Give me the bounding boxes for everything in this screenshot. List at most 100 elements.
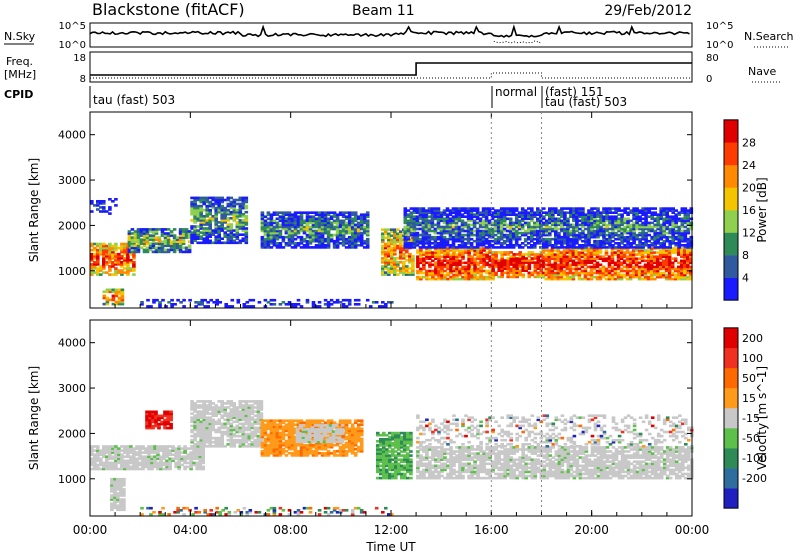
range-gate-cell xyxy=(252,305,256,308)
range-gate-cell xyxy=(434,228,438,231)
range-gate-cell xyxy=(405,265,409,268)
range-gate-cell xyxy=(218,301,222,304)
range-gate-cell xyxy=(357,303,361,306)
range-gate-cell xyxy=(437,207,441,210)
range-gate-cell xyxy=(122,488,126,491)
range-gate-cell xyxy=(192,462,196,465)
range-gate-cell xyxy=(285,211,289,214)
beam-label: Beam 11 xyxy=(352,3,415,19)
range-gate-cell xyxy=(554,272,558,275)
range-gate-cell xyxy=(674,242,678,245)
noise-tick-right-top: 10^5 xyxy=(706,21,733,32)
nsky-label: N.Sky xyxy=(4,30,36,43)
range-gate-cell xyxy=(464,242,468,245)
range-gate-cell xyxy=(306,299,310,302)
range-gate-cell xyxy=(315,305,319,308)
range-gate-cell xyxy=(345,238,349,241)
range-gate-cell xyxy=(114,243,118,246)
range-gate-cell xyxy=(193,443,197,446)
range-gate-cell xyxy=(169,423,173,426)
range-gate-cell xyxy=(434,236,438,239)
range-gate-cell xyxy=(193,225,197,228)
cpid-segment-label: normal xyxy=(495,85,537,99)
range-gate-cell xyxy=(494,251,498,254)
range-gate-cell xyxy=(494,246,498,249)
range-gate-cell xyxy=(345,299,349,302)
range-gate-cell xyxy=(182,305,186,308)
range-gate-cell xyxy=(434,224,438,227)
range-gate-cell xyxy=(224,303,228,306)
range-gate-cell xyxy=(644,232,648,235)
range-gate-cell xyxy=(164,228,168,231)
range-gate-cell xyxy=(524,244,528,247)
colorbar-swatch xyxy=(724,120,738,143)
range-gate-cell xyxy=(494,234,498,237)
range-gate-cell xyxy=(103,295,107,298)
y-tick-label: 3000 xyxy=(58,174,86,187)
range-gate-cell xyxy=(348,299,352,302)
freq-line xyxy=(90,63,692,75)
range-gate-cell xyxy=(476,207,480,210)
range-gate-cell xyxy=(162,445,166,448)
range-gate-cell xyxy=(369,305,373,308)
range-gate-cell xyxy=(114,198,118,201)
range-gate-cell xyxy=(90,200,94,203)
range-gate-cell xyxy=(105,261,109,264)
range-gate-cell xyxy=(223,227,227,230)
range-gate-cell xyxy=(114,204,118,207)
power-colorbar-label: Power [dB] xyxy=(755,177,769,242)
range-gate-cell xyxy=(509,218,513,221)
range-gate-cell xyxy=(690,236,694,239)
range-gate-cell xyxy=(223,207,227,210)
colorbar-swatch xyxy=(724,233,738,256)
range-gate-cell xyxy=(464,262,468,265)
range-gate-cell xyxy=(584,228,588,231)
range-gate-cell xyxy=(315,218,319,221)
colorbar-tick-label: 24 xyxy=(742,159,756,172)
colorbar-tick-label: 4 xyxy=(742,272,749,285)
range-gate-cell xyxy=(494,272,498,275)
range-gate-cell xyxy=(375,301,379,304)
range-gate-cell xyxy=(103,303,107,306)
y-tick-label: 2000 xyxy=(58,219,86,232)
range-gate-cell xyxy=(170,299,174,302)
range-gate-cell xyxy=(285,303,289,306)
range-gate-cell xyxy=(258,301,262,304)
range-gate-cell xyxy=(164,305,168,308)
range-gate-cell xyxy=(434,262,438,265)
range-gate-cell xyxy=(614,242,618,245)
range-gate-cell xyxy=(345,246,349,249)
range-gate-cell xyxy=(434,207,438,210)
range-gate-cell xyxy=(134,245,138,248)
range-gate-cell xyxy=(105,210,109,213)
range-gate-cell xyxy=(405,255,409,258)
range-gate-cell xyxy=(223,231,227,234)
range-gate-cell xyxy=(614,278,618,281)
range-gate-cell xyxy=(366,299,370,302)
range-gate-cell xyxy=(644,260,648,263)
range-gate-cell xyxy=(164,249,168,252)
range-gate-cell xyxy=(464,207,468,210)
range-gate-cell xyxy=(121,289,125,292)
range-gate-cell xyxy=(201,466,205,469)
range-gate-cell xyxy=(690,222,694,225)
range-gate-cell xyxy=(674,230,678,233)
range-gate-cell xyxy=(194,305,198,308)
range-gate-cell xyxy=(464,222,468,225)
range-gate-cell xyxy=(245,215,249,218)
range-gate-cell xyxy=(173,303,177,306)
range-gate-cell xyxy=(122,478,126,481)
range-gate-cell xyxy=(162,468,166,471)
noise-tick-left-top: 10^5 xyxy=(59,21,86,32)
range-gate-cell xyxy=(690,207,694,210)
range-gate-cell xyxy=(581,207,585,210)
range-gate-cell xyxy=(674,213,678,216)
range-gate-cell xyxy=(596,207,600,210)
range-gate-cell xyxy=(614,232,618,235)
range-gate-cell xyxy=(231,299,235,302)
range-gate-cell xyxy=(614,251,618,254)
power-heatmap xyxy=(90,197,693,308)
colorbar-swatch xyxy=(724,278,738,301)
range-gate-cell xyxy=(674,257,678,260)
